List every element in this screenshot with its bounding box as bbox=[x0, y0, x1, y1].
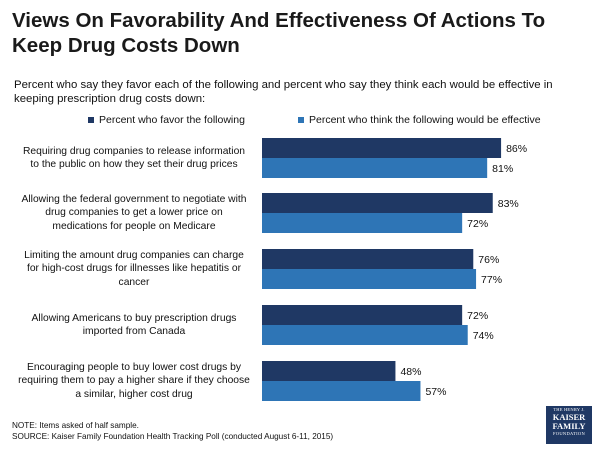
category-label-line: for high-cost drugs for illnesses like h… bbox=[26, 263, 242, 275]
logo-line-2: KAISER bbox=[552, 412, 586, 422]
category-label-line: imported from Canada bbox=[82, 326, 186, 337]
legend-item-effective: Percent who think the following would be… bbox=[298, 114, 541, 126]
logo-line-1: THE HENRY J. bbox=[553, 407, 585, 412]
bar-favor bbox=[262, 305, 463, 325]
value-label-favor: 76% bbox=[478, 254, 499, 266]
bar-favor bbox=[262, 361, 396, 381]
category-label-line: a similar, higher cost drug bbox=[75, 388, 193, 400]
legend-label-favor: Percent who favor the following bbox=[99, 114, 245, 126]
bar-effective bbox=[262, 213, 463, 233]
category-label-line: Allowing the federal government to negot… bbox=[21, 194, 247, 206]
value-label-effective: 74% bbox=[473, 330, 494, 342]
footer-source: SOURCE: Kaiser Family Foundation Health … bbox=[12, 432, 334, 441]
legend-swatch-effective bbox=[298, 117, 304, 123]
category-label-line: to the public on how they set their drug… bbox=[30, 159, 238, 170]
category-label-line: Encouraging people to buy lower cost dru… bbox=[26, 362, 242, 374]
footer-note: NOTE: Items asked of half sample. bbox=[12, 421, 139, 430]
category-label-line: Limiting the amount drug companies can c… bbox=[24, 250, 244, 262]
value-label-effective: 77% bbox=[481, 274, 502, 286]
kaiser-logo: THE HENRY J. KAISER FAMILY FOUNDATION bbox=[546, 406, 592, 444]
legend-item-favor: Percent who favor the following bbox=[88, 114, 245, 126]
category-label: Allowing Americans to buy prescription d… bbox=[14, 312, 254, 338]
value-label-effective: 81% bbox=[492, 163, 513, 175]
logo-line-3: FAMILY bbox=[552, 421, 586, 431]
bar-favor bbox=[262, 138, 502, 158]
bar-favor bbox=[262, 249, 474, 269]
category-label: Encouraging people to buy lower cost dru… bbox=[14, 361, 254, 401]
chart-subtitle: Percent who say they favor each of the f… bbox=[14, 79, 553, 105]
category-label: Limiting the amount drug companies can c… bbox=[14, 249, 254, 289]
category-label: Allowing the federal government to negot… bbox=[14, 193, 254, 233]
chart-title: Views On Favorability And Effectiveness … bbox=[12, 9, 546, 57]
value-label-effective: 72% bbox=[467, 218, 488, 230]
bar-effective bbox=[262, 381, 421, 401]
category-label-line: cancer bbox=[118, 276, 150, 288]
category-label: Requiring drug companies to release info… bbox=[14, 145, 254, 171]
bar-effective bbox=[262, 269, 477, 289]
value-label-effective: 57% bbox=[425, 386, 446, 398]
legend-label-effective: Percent who think the following would be… bbox=[309, 114, 541, 126]
logo-line-4: FOUNDATION bbox=[553, 431, 585, 436]
bar-effective bbox=[262, 158, 488, 178]
category-label-line: Requiring drug companies to release info… bbox=[22, 145, 246, 157]
bar-effective bbox=[262, 325, 468, 345]
bar-favor bbox=[262, 193, 493, 213]
category-label-line: medications for people on Medicare bbox=[52, 220, 216, 232]
category-label-line: requiring them to pay a higher share if … bbox=[18, 375, 250, 387]
value-label-favor: 86% bbox=[506, 143, 527, 155]
value-label-favor: 48% bbox=[400, 366, 421, 378]
value-label-favor: 83% bbox=[498, 198, 519, 210]
category-label-line: drug companies to get a lower price on bbox=[45, 207, 223, 219]
value-label-favor: 72% bbox=[467, 310, 488, 322]
legend-swatch-favor bbox=[88, 117, 94, 123]
category-label-line: Allowing Americans to buy prescription d… bbox=[31, 312, 237, 324]
